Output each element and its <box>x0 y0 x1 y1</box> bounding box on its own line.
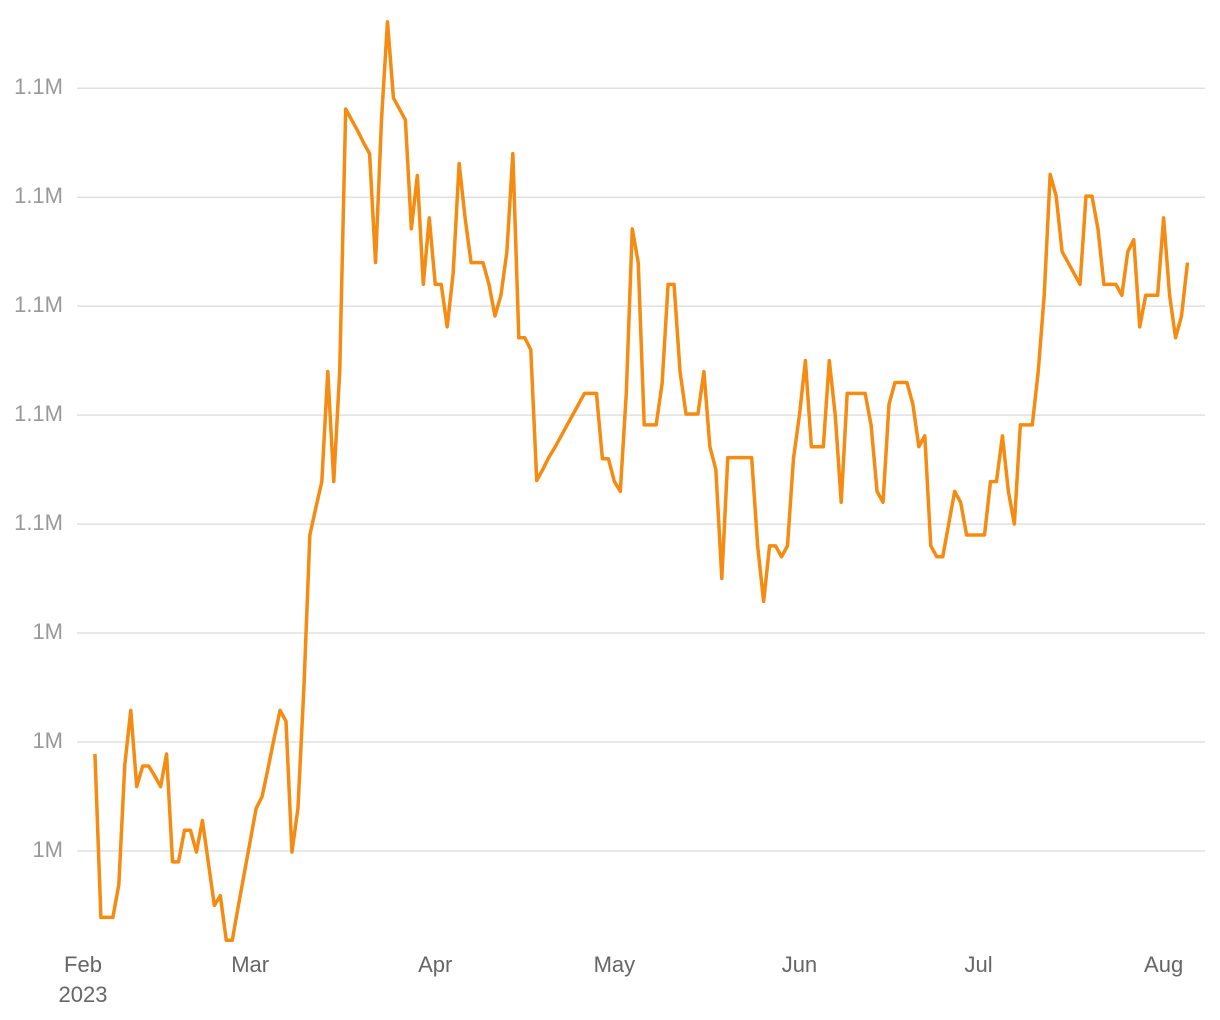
x-tick-label: Jul <box>964 952 992 977</box>
x-year-label: 2023 <box>59 982 108 1007</box>
x-tick-label: Feb <box>64 952 102 977</box>
y-tick-label: 1.1M <box>14 510 63 535</box>
x-tick-label: Mar <box>231 952 269 977</box>
data-line <box>93 20 1190 943</box>
y-tick-label: 1.1M <box>14 292 63 317</box>
y-tick-label: 1M <box>32 619 63 644</box>
x-tick-label: Apr <box>418 952 452 977</box>
x-tick-label: May <box>594 952 636 977</box>
y-tick-label: 1.1M <box>14 74 63 99</box>
y-tick-label: 1M <box>32 837 63 862</box>
y-tick-label: 1M <box>32 728 63 753</box>
x-tick-label: Jun <box>782 952 817 977</box>
y-tick-label: 1.1M <box>14 401 63 426</box>
x-tick-label: Aug <box>1144 952 1183 977</box>
y-tick-label: 1.1M <box>14 183 63 208</box>
